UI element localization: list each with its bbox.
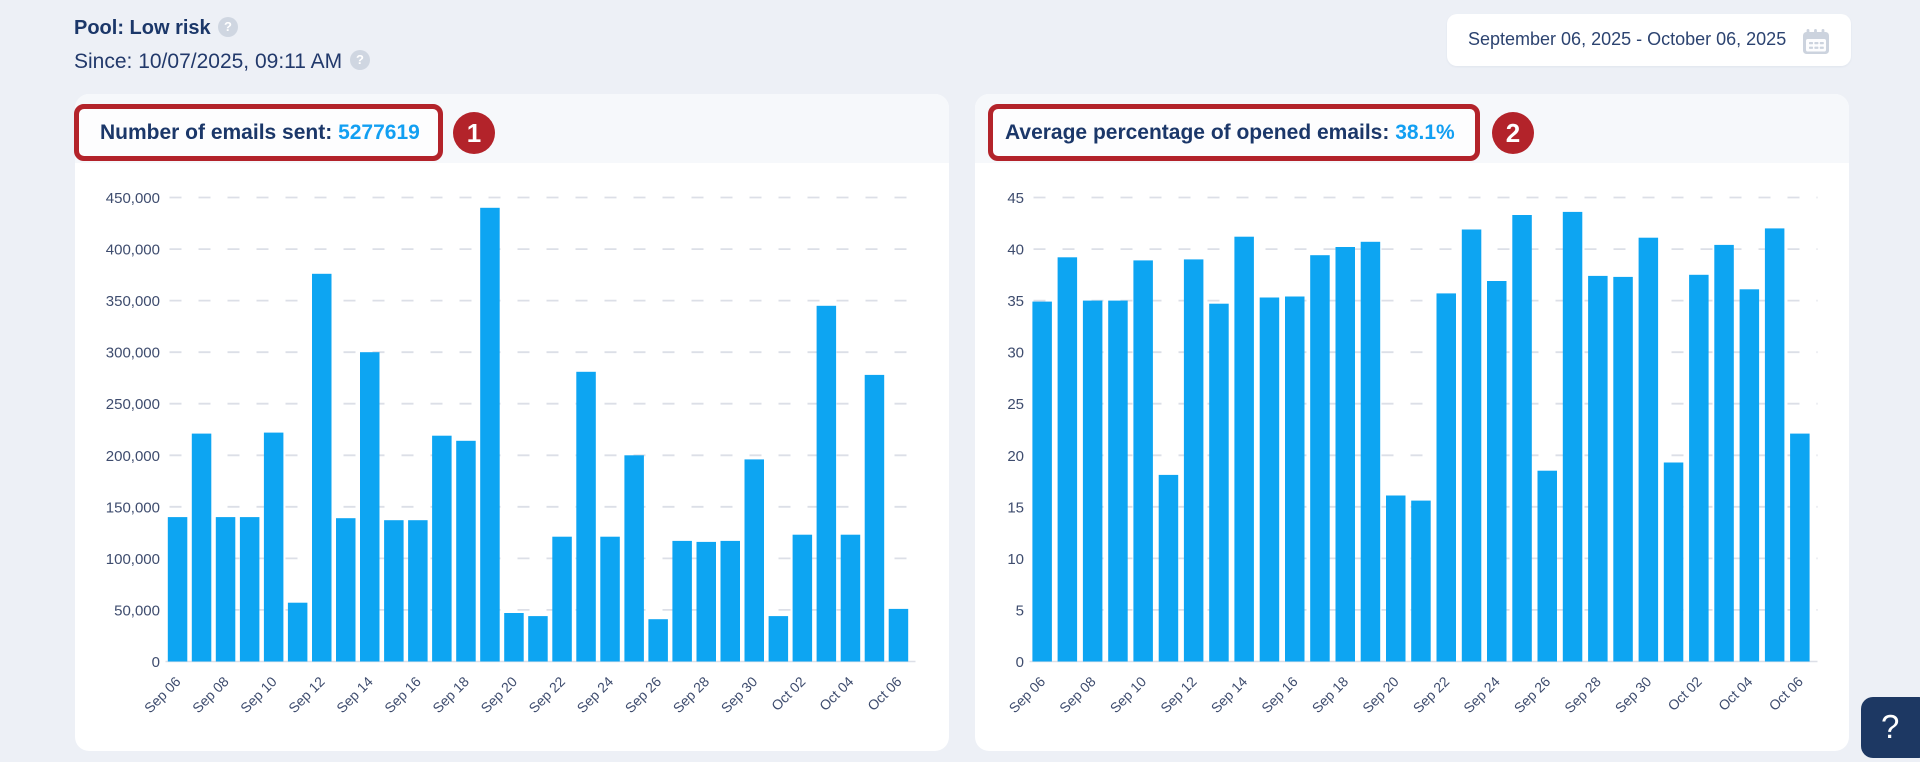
svg-text:0: 0 (1016, 654, 1024, 671)
svg-text:350,000: 350,000 (106, 293, 160, 310)
svg-text:Sep 20: Sep 20 (477, 673, 520, 716)
svg-text:Oct 06: Oct 06 (864, 673, 905, 714)
svg-text:Sep 14: Sep 14 (333, 673, 376, 716)
svg-text:400,000: 400,000 (106, 242, 160, 259)
svg-text:Oct 04: Oct 04 (816, 673, 857, 714)
svg-text:10: 10 (1007, 551, 1024, 568)
svg-text:Sep 14: Sep 14 (1208, 673, 1251, 716)
svg-text:Oct 04: Oct 04 (1715, 673, 1756, 714)
svg-text:Sep 10: Sep 10 (1107, 673, 1150, 716)
svg-text:Sep 08: Sep 08 (189, 673, 232, 716)
svg-text:5: 5 (1016, 602, 1024, 619)
svg-text:250,000: 250,000 (106, 396, 160, 413)
svg-text:Sep 16: Sep 16 (1258, 673, 1301, 716)
svg-text:100,000: 100,000 (106, 551, 160, 568)
svg-text:Sep 28: Sep 28 (670, 673, 713, 716)
svg-text:Oct 06: Oct 06 (1766, 673, 1807, 714)
svg-text:25: 25 (1007, 396, 1024, 413)
svg-text:Oct 02: Oct 02 (1664, 673, 1705, 714)
svg-text:Oct 02: Oct 02 (768, 673, 809, 714)
svg-text:20: 20 (1007, 448, 1024, 465)
svg-text:Sep 26: Sep 26 (622, 673, 665, 716)
svg-text:Sep 18: Sep 18 (1309, 673, 1352, 716)
svg-text:450,000: 450,000 (106, 190, 160, 207)
svg-text:300,000: 300,000 (106, 345, 160, 362)
svg-text:Sep 20: Sep 20 (1359, 673, 1402, 716)
svg-text:15: 15 (1007, 499, 1024, 516)
svg-text:Sep 24: Sep 24 (574, 673, 617, 716)
svg-text:Sep 08: Sep 08 (1056, 673, 1099, 716)
svg-text:Sep 30: Sep 30 (718, 673, 761, 716)
svg-text:Sep 22: Sep 22 (1410, 673, 1453, 716)
svg-text:150,000: 150,000 (106, 499, 160, 516)
svg-text:35: 35 (1007, 293, 1024, 310)
svg-text:Sep 26: Sep 26 (1511, 673, 1554, 716)
svg-text:Sep 30: Sep 30 (1612, 673, 1655, 716)
svg-text:Sep 10: Sep 10 (237, 673, 280, 716)
svg-text:Sep 06: Sep 06 (141, 673, 184, 716)
svg-text:Sep 18: Sep 18 (429, 673, 472, 716)
svg-text:Sep 24: Sep 24 (1460, 673, 1503, 716)
svg-text:Sep 06: Sep 06 (1006, 673, 1049, 716)
svg-text:200,000: 200,000 (106, 448, 160, 465)
svg-text:40: 40 (1007, 242, 1024, 259)
svg-text:Sep 22: Sep 22 (525, 673, 568, 716)
svg-text:Sep 12: Sep 12 (285, 673, 328, 716)
svg-text:50,000: 50,000 (114, 602, 160, 619)
svg-text:30: 30 (1007, 345, 1024, 362)
svg-text:0: 0 (152, 654, 160, 671)
svg-text:Sep 28: Sep 28 (1561, 673, 1604, 716)
svg-text:Sep 16: Sep 16 (381, 673, 424, 716)
svg-text:Sep 12: Sep 12 (1157, 673, 1200, 716)
svg-text:45: 45 (1007, 190, 1024, 207)
